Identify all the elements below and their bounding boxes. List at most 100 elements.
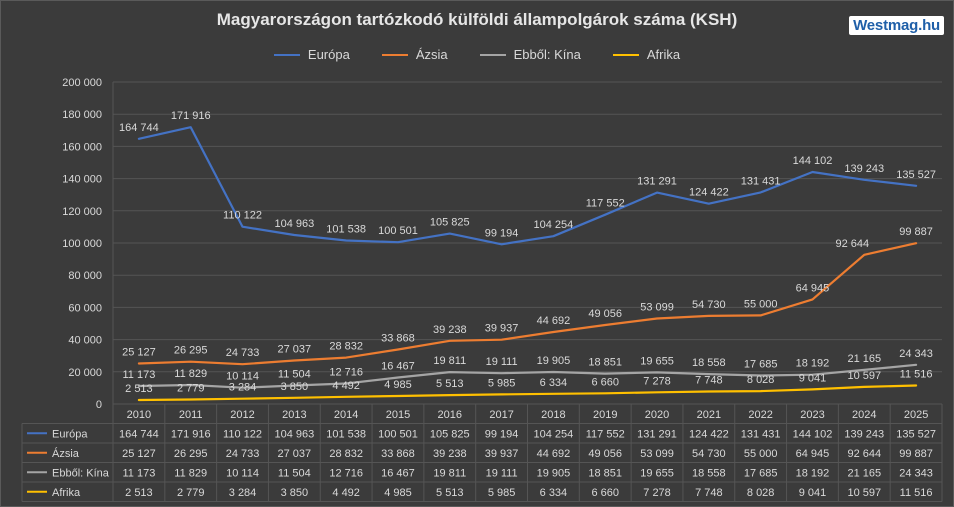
- y-tick-label: 40 000: [68, 335, 102, 347]
- table-cell: 99 194: [485, 429, 519, 441]
- table-cell: 12 716: [329, 468, 363, 480]
- data-label: 11 504: [278, 368, 311, 380]
- data-label: 110 122: [223, 210, 262, 222]
- data-label: 19 811: [433, 355, 466, 367]
- data-label: 24 343: [899, 348, 933, 360]
- data-label: 99 194: [485, 227, 519, 239]
- table-cell: 124 422: [689, 429, 729, 441]
- data-label: 10 114: [226, 371, 259, 383]
- table-cell: 64 945: [796, 448, 830, 460]
- data-label: 4 985: [384, 379, 412, 391]
- data-label: 19 655: [640, 355, 674, 367]
- table-cell: 139 243: [844, 429, 884, 441]
- data-label: 54 730: [692, 299, 726, 311]
- y-tick-label: 140 000: [62, 174, 102, 186]
- x-tick-label: 2024: [852, 409, 876, 421]
- y-tick-label: 120 000: [62, 206, 102, 218]
- table-cell: 135 527: [896, 429, 936, 441]
- data-label: 92 644: [835, 238, 869, 250]
- table-cell: 19 811: [433, 468, 466, 480]
- data-label: 4 492: [332, 380, 360, 392]
- table-cell: 11 173: [122, 468, 155, 480]
- data-label: 27 037: [278, 343, 312, 355]
- table-cell: 10 597: [847, 487, 881, 499]
- table-cell: 24 343: [899, 468, 933, 480]
- y-tick-label: 100 000: [62, 238, 102, 250]
- table-cell: 131 291: [637, 429, 677, 441]
- table-cell: 39 937: [485, 448, 519, 460]
- data-label: 10 597: [847, 370, 881, 382]
- table-cell: 18 851: [588, 468, 622, 480]
- data-label: 55 000: [744, 298, 778, 310]
- data-label: 64 945: [796, 282, 830, 294]
- table-cell: 101 538: [326, 429, 366, 441]
- data-label: 18 558: [692, 357, 726, 369]
- data-label: 7 748: [695, 375, 723, 387]
- data-label: 19 905: [537, 355, 571, 367]
- table-cell: 28 832: [329, 448, 363, 460]
- legend-swatch-kina: [479, 53, 506, 56]
- table-cell: 117 552: [586, 429, 625, 441]
- table-cell: 171 916: [171, 429, 211, 441]
- table-cell: 104 254: [534, 429, 574, 441]
- table-cell: 39 238: [433, 448, 467, 460]
- table-cell: 54 730: [692, 448, 726, 460]
- data-label: 19 111: [486, 356, 518, 368]
- data-label: 28 832: [329, 341, 363, 353]
- data-label: 2 779: [177, 383, 205, 395]
- data-label: 26 295: [174, 345, 208, 357]
- data-label: 17 685: [744, 359, 778, 371]
- table-cell: 19 111: [486, 468, 518, 480]
- x-tick-label: 2018: [541, 409, 565, 421]
- data-label: 44 692: [537, 315, 571, 327]
- data-label: 33 868: [381, 332, 415, 344]
- table-cell: 3 284: [229, 487, 257, 499]
- table-cell: 104 963: [274, 429, 314, 441]
- legend-swatch-azsia: [381, 53, 408, 56]
- table-cell: 5 985: [488, 487, 516, 499]
- data-label: 8 028: [747, 374, 775, 386]
- table-cell: 2 779: [177, 487, 205, 499]
- data-label: 124 422: [689, 187, 729, 199]
- y-tick-label: 20 000: [68, 367, 102, 379]
- data-label: 53 099: [640, 302, 674, 314]
- data-label: 6 334: [540, 377, 568, 389]
- table-cell: 9 041: [799, 487, 827, 499]
- x-tick-label: 2012: [230, 409, 254, 421]
- table-row-label: Európa: [52, 429, 88, 441]
- table-cell: 19 905: [537, 468, 571, 480]
- table-cell: 144 102: [793, 429, 833, 441]
- legend-swatch-afrika: [612, 53, 639, 56]
- data-label: 5 513: [436, 378, 464, 390]
- table-cell: 7 748: [695, 487, 723, 499]
- data-label: 100 501: [378, 225, 418, 237]
- table-cell: 3 850: [281, 487, 309, 499]
- x-tick-label: 2025: [904, 409, 928, 421]
- table-cell: 105 825: [430, 429, 470, 441]
- table-cell: 131 431: [741, 429, 781, 441]
- table-cell: 11 516: [900, 487, 933, 499]
- legend-swatch-europa: [273, 53, 300, 56]
- data-label: 49 056: [588, 308, 622, 320]
- data-label: 25 127: [122, 347, 156, 359]
- x-tick-label: 2016: [438, 409, 462, 421]
- data-label: 2 513: [125, 383, 153, 395]
- data-label: 18 192: [796, 358, 830, 370]
- legend-label-afrika: Afrika: [646, 47, 681, 62]
- table-cell: 21 165: [847, 468, 881, 480]
- table-cell: 25 127: [122, 448, 156, 460]
- table-cell: 17 685: [744, 468, 778, 480]
- x-tick-label: 2010: [127, 409, 151, 421]
- table-row-label: Ázsia: [52, 447, 80, 460]
- data-label: 11 829: [174, 368, 207, 380]
- series-line-kina: [137, 363, 918, 389]
- table-cell: 100 501: [378, 429, 418, 441]
- legend-label-europa: Európa: [307, 47, 350, 62]
- y-tick-label: 180 000: [62, 109, 102, 121]
- y-tick-label: 160 000: [62, 141, 102, 153]
- table-row-label: Afrika: [52, 487, 81, 499]
- data-label: 24 733: [226, 347, 260, 359]
- table-cell: 24 733: [226, 448, 260, 460]
- data-label: 5 985: [488, 377, 516, 389]
